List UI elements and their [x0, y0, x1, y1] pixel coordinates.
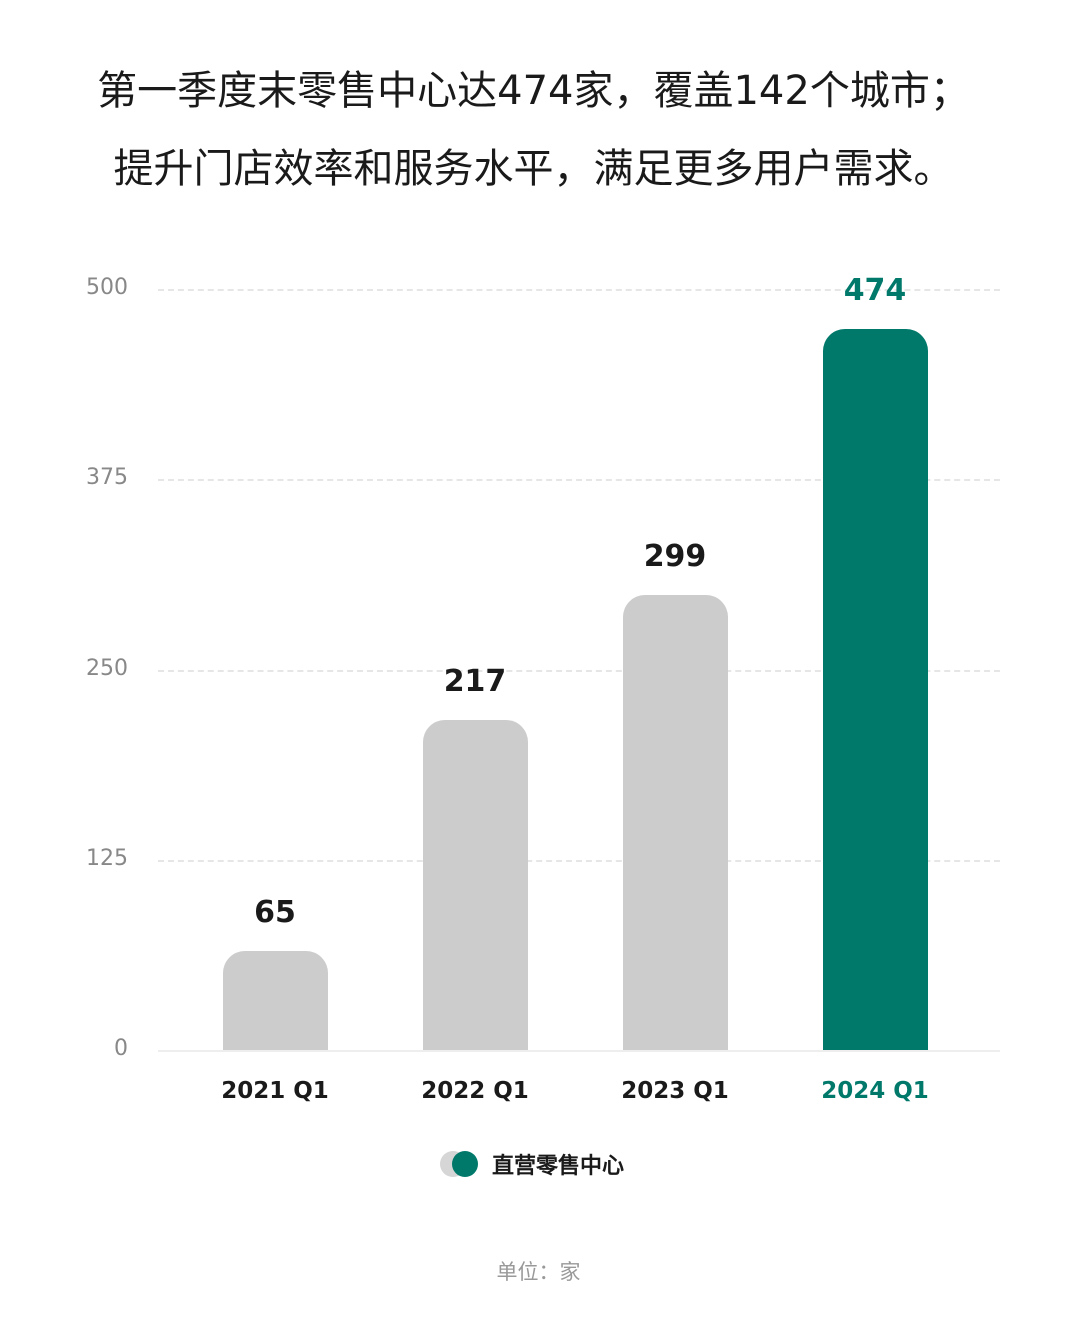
y-tick-label: 250 — [86, 655, 128, 681]
y-tick-label: 0 — [114, 1036, 128, 1061]
x-axis-line — [158, 1050, 1000, 1052]
bar-2024-q1 — [823, 328, 928, 1050]
x-tick-label: 2023 Q1 — [621, 1078, 729, 1104]
chart-title-line1: 第一季度末零售中心达474家，覆盖142个城市； — [97, 68, 970, 114]
grid-line — [158, 289, 1000, 291]
grid-line — [158, 479, 1000, 482]
y-tick-label: 125 — [86, 845, 128, 871]
chart-title-line2: 提升门店效率和服务水平，满足更多用户需求。 — [113, 146, 954, 192]
legend: 直营零售中心 — [440, 1148, 624, 1180]
grid-line — [158, 859, 1000, 862]
bar-value-label: 217 — [443, 663, 507, 699]
bar-value-label: 474 — [843, 272, 907, 308]
grid-line — [158, 669, 1000, 672]
bar-value-label: 299 — [643, 538, 707, 574]
bar-value-label: 65 — [254, 895, 296, 931]
legend-teal-dot-icon — [452, 1151, 478, 1177]
x-tick-label: 2024 Q1 — [821, 1078, 929, 1104]
x-tick-label: 2021 Q1 — [221, 1078, 329, 1104]
x-tick-label: 2022 Q1 — [421, 1078, 529, 1104]
y-tick-label: 500 — [86, 275, 128, 300]
legend-label: 直营零售中心 — [492, 1154, 625, 1179]
bar-2023-q1 — [623, 594, 728, 1050]
bar-2021-q1 — [223, 951, 328, 1050]
unit-label: 单位：家 — [496, 1260, 581, 1284]
bar-2022-q1 — [423, 719, 528, 1050]
y-tick-label: 375 — [86, 465, 128, 491]
